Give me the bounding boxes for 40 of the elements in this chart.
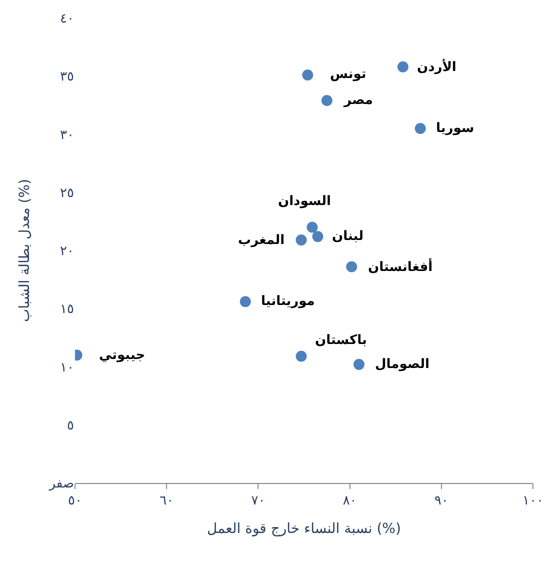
point [240, 296, 251, 308]
annotation: الأردن [417, 58, 456, 75]
x-axis-title: نسبة النساء خارج قوة العمل (%) [207, 520, 401, 537]
point [302, 69, 314, 80]
annotation: السودان [278, 194, 331, 209]
y-axis-title: معدل بطالة الشباب (%) [16, 178, 33, 322]
y-tick-label: ٣٥ [60, 70, 74, 85]
annotation: موريتانيا [261, 294, 315, 309]
annotation: باكستان [315, 333, 367, 348]
x-tick-label: ٦٠ [160, 494, 174, 509]
annotation: لبنان [332, 229, 364, 244]
annotation: المغرب [238, 233, 285, 248]
annotation: أفغانستان [368, 258, 433, 275]
x-tick-label: ٥٠ [68, 494, 82, 509]
y-tick-label: ٢٠ [60, 244, 74, 260]
y-tick-label: ٤٠ [60, 12, 74, 27]
point [312, 231, 324, 242]
y-tick-label: صفر [48, 476, 74, 492]
point [296, 234, 307, 246]
annotation: مصر [343, 93, 373, 108]
y-tick-label: ٥ [67, 418, 74, 434]
point [414, 122, 426, 134]
x-tick-label: ٩٠ [434, 494, 448, 509]
point [346, 261, 358, 272]
point [353, 358, 364, 370]
point [321, 95, 332, 106]
annotation: جيبوتي [99, 348, 146, 363]
y-tick-label: ١٥ [60, 302, 74, 318]
point [296, 350, 307, 362]
point [397, 61, 408, 72]
y-tick-label: ٣٠ [60, 128, 74, 143]
y-tick-label: ٢٥ [60, 186, 74, 201]
x-tick-label: ٧٠ [251, 494, 266, 509]
annotation: تونس [330, 67, 366, 82]
annotation: الصومال [375, 357, 430, 372]
point [306, 222, 318, 233]
x-tick-label: ٨٠ [342, 494, 357, 509]
x-tick-label: ١٠٠ [522, 494, 544, 509]
y-tick-label: ١٠ [60, 360, 74, 376]
annotation: سوريا [436, 121, 474, 136]
